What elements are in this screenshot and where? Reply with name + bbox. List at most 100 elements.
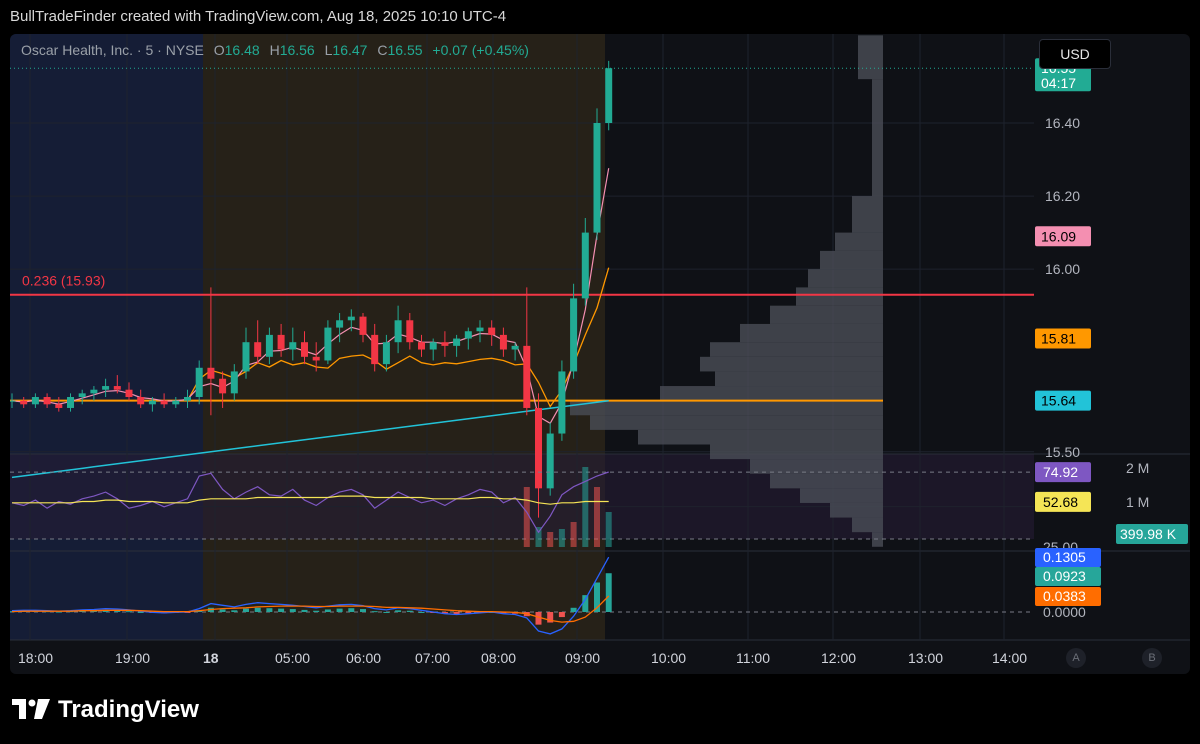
candle-body: [207, 367, 215, 379]
candle-body: [371, 334, 379, 365]
macd-histogram-bar: [254, 607, 261, 612]
candle-body: [347, 316, 355, 321]
macd-label-bg: [1035, 548, 1101, 567]
candle-body: [125, 389, 133, 398]
macd-histogram-bar: [289, 609, 296, 612]
volume-bar: [582, 467, 589, 547]
time-axis-tick: 06:00: [346, 650, 381, 666]
candle-body: [20, 400, 28, 405]
candle-body: [570, 298, 578, 372]
volume-profile-bar: [570, 400, 883, 416]
candle-body: [148, 400, 156, 405]
macd-histogram-bar: [582, 595, 589, 612]
chart-header: BullTradeFinder created with TradingView…: [10, 8, 507, 25]
close-value: 16.55: [387, 42, 423, 58]
macd-histogram-bar: [243, 608, 249, 612]
candle-body: [219, 378, 227, 394]
candle-body: [394, 320, 402, 343]
candle-body: [172, 400, 180, 405]
time-axis-tick: 10:00: [651, 650, 686, 666]
high-label: H: [269, 42, 280, 58]
volume-profile-bar: [800, 488, 883, 503]
candle-body: [184, 397, 191, 401]
volume-axis-tick: 2 M: [1126, 460, 1149, 476]
macd-signal-line: [11, 595, 610, 623]
candle-body: [113, 386, 121, 390]
candle-body: [535, 407, 542, 489]
candle-body: [406, 320, 414, 343]
macd-hist-label: 0.0923: [1043, 568, 1086, 584]
volume-profile-bar: [858, 35, 883, 80]
change-value: +0.07 (+0.45%): [432, 42, 529, 58]
vwap-price-label: 15.81: [1041, 331, 1076, 347]
candle-body: [43, 397, 51, 405]
macd-histogram-bar: [137, 612, 144, 613]
time-axis-tick: 05:00: [275, 650, 310, 666]
volume-profile-bar: [830, 502, 883, 518]
candle-body: [558, 371, 566, 434]
macd-histogram-bar: [558, 612, 565, 618]
candle-body: [476, 327, 484, 332]
price-axis-tick: 16.40: [1045, 115, 1080, 131]
time-axis-tick: 11:00: [736, 650, 770, 666]
candle-body: [464, 331, 472, 339]
candle-body: [312, 356, 320, 361]
chart-panel[interactable]: 0.236 (15.93)15.3515.5016.0016.2016.4016…: [10, 34, 1190, 674]
ema-long-price-label-bg: [1035, 390, 1091, 411]
premarket-session-bg: [203, 34, 605, 640]
rsi-value-label: 74.92: [1043, 464, 1078, 480]
macd-histogram-bar: [371, 611, 378, 613]
volume-bar: [558, 529, 565, 547]
macd-histogram-bar: [535, 612, 542, 625]
macd-histogram-bar: [266, 608, 273, 612]
candle-body: [581, 232, 589, 299]
candle-body: [265, 334, 273, 357]
volume-profile-bar: [820, 250, 883, 270]
volume-profile-bar: [872, 79, 883, 197]
price-axis-tick: 16.20: [1045, 188, 1080, 204]
auto-scale-button[interactable]: A: [1066, 648, 1086, 668]
brand-name: TradingView: [58, 696, 199, 723]
candle-body: [324, 327, 332, 361]
volume-profile-bar: [796, 287, 883, 306]
macd-histogram-bar: [126, 611, 132, 613]
volume-label-bg: [1116, 524, 1188, 544]
macd-histogram-bar: [324, 609, 331, 612]
macd-histogram-bar: [278, 608, 285, 612]
time-axis-tick: 09:00: [565, 650, 600, 666]
macd-line: [11, 556, 610, 635]
time-axis-tick: 18: [203, 650, 219, 666]
volume-profile-bar: [660, 386, 883, 401]
macd-histogram-bar: [406, 610, 413, 612]
candle-body: [488, 327, 496, 335]
symbol-name[interactable]: Oscar Health, Inc. · 5 · NYSE: [21, 42, 204, 58]
ema-short-price-label-bg: [1035, 226, 1091, 247]
volume-profile-bar: [740, 323, 883, 343]
time-axis-tick: 19:00: [115, 650, 150, 666]
close-label: C: [377, 42, 388, 58]
volume-profile-bar: [770, 473, 883, 489]
time-axis-tick: 18:00: [18, 650, 53, 666]
macd-histogram-bar: [360, 609, 366, 612]
rsi-label-bg: [1035, 462, 1091, 483]
chart-canvas[interactable]: 0.236 (15.93)15.3515.5016.0016.2016.4016…: [10, 34, 1190, 674]
time-axis-tick: 12:00: [821, 650, 856, 666]
tradingview-logo[interactable]: TradingView: [12, 695, 199, 725]
macd-histogram-bar: [301, 609, 308, 612]
last-price-label-countdown: 04:17: [1041, 75, 1076, 91]
volume-profile-bar: [852, 196, 883, 233]
rsi-ma-value-label: 52.68: [1043, 494, 1078, 510]
candle-body: [441, 342, 449, 346]
time-axis-tick: 08:00: [481, 650, 516, 666]
rsi-line: [11, 471, 609, 534]
scale-mode-button[interactable]: B: [1142, 648, 1162, 668]
rsi-ma-line: [12, 495, 609, 505]
currency-button[interactable]: USD: [1039, 39, 1111, 69]
candle-body: [593, 123, 601, 233]
volume-axis-tick: 1 M: [1126, 494, 1149, 510]
fib-level-label: 0.236 (15.93): [22, 273, 105, 289]
volume-profile-bar: [715, 371, 883, 387]
candle-body: [289, 342, 297, 350]
low-value: 16.47: [332, 42, 368, 58]
open-label: O: [213, 42, 225, 58]
